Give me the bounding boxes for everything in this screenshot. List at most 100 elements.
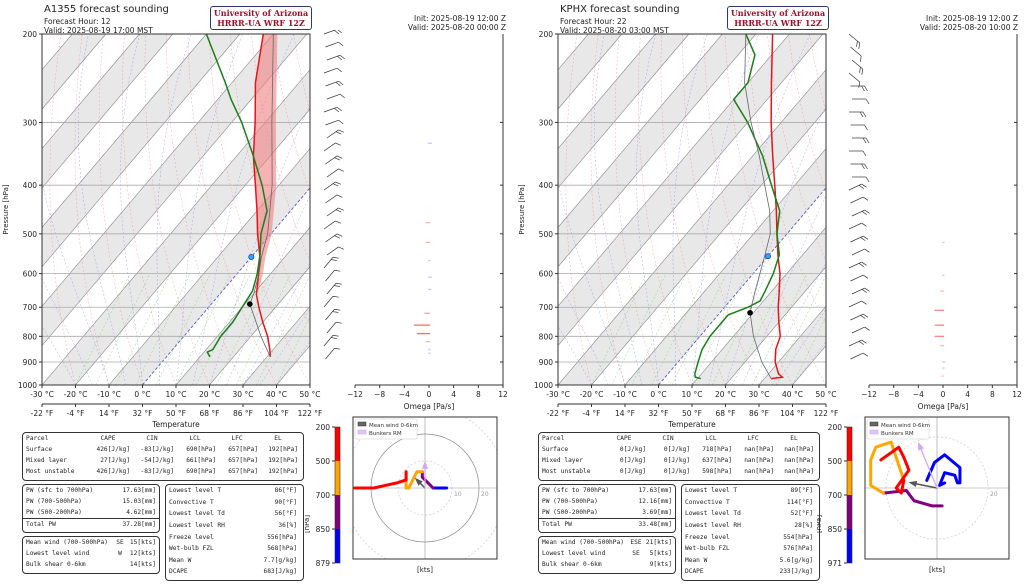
isotherm-line: [691, 226, 826, 385]
mixing-ratio-line: [752, 273, 808, 385]
table-cell: 192[hPa]: [268, 468, 298, 475]
profile-parcel: [249, 34, 274, 358]
barb-flag: [864, 209, 870, 214]
barb-flag: [858, 263, 864, 267]
colorbar-tick-label: 200: [828, 423, 843, 432]
table-row: Mean W 7.7[g/kg]: [166, 555, 303, 567]
dry-adiabat: [590, 34, 626, 385]
x-tick-label-f: 122 °F: [298, 409, 323, 418]
barb-flag: [859, 67, 861, 73]
wind-barb: [848, 183, 867, 191]
table-cell: -83[J/kg]: [140, 446, 174, 453]
barb-shaft: [326, 246, 339, 256]
mixing-ratio-line: [772, 274, 826, 385]
omega-x-tick-label: 8: [476, 390, 481, 399]
barb-flag: [862, 111, 867, 118]
table-cell: 657[hPa]: [228, 468, 258, 475]
table-cell: 15.03[mm]: [122, 498, 156, 505]
mixing-ratio-line: [215, 273, 271, 385]
barb-flag: [861, 339, 867, 344]
y-tick-label: 700: [23, 303, 38, 312]
omega-x-tick-label: −8: [888, 390, 899, 399]
table-row: Mixed layer 0[J/kg] 0[J/kg] 637[hPa] nan[hPa…: [539, 455, 819, 466]
dry-adiabat: [660, 34, 726, 385]
x-tick-label-c: -20 °C: [64, 390, 88, 399]
valid-local: Valid: 2025-08-20 03:00 MST: [560, 26, 669, 35]
barb-shaft: [325, 309, 335, 321]
mixing-ratio-line: [256, 274, 310, 385]
table-cell: LFC: [747, 435, 759, 442]
forecast-hour: Forecast Hour: 12: [44, 17, 111, 26]
barb-flag: [858, 341, 864, 345]
table-cell: Bulk shear 0-6km: [542, 561, 602, 568]
barb-shaft: [326, 168, 339, 178]
colorbar-segment: [335, 495, 340, 529]
x-tick-label-f: 68 °F: [716, 409, 736, 418]
x-tick-label-f: 122 °F: [814, 409, 839, 418]
x-tick-label-c: 50 °C: [300, 390, 321, 399]
barb-flag: [860, 315, 866, 319]
dry-adiabat: [614, 34, 659, 385]
y-axis-label: Pressure [hPa]: [518, 184, 526, 234]
wind-barb: [326, 93, 345, 100]
table-cell: LCL: [189, 435, 201, 442]
barb-shaft: [323, 30, 338, 35]
omega-chart: −12 −8 −4 0 4 8 12 Omega [Pa/s]: [347, 34, 508, 411]
wind-barb: [326, 282, 342, 295]
omega-x-tick-label: −4: [399, 390, 410, 399]
barb-shaft: [850, 313, 864, 321]
profile-dewpoint: [694, 34, 781, 380]
bunkers-rm-arrowhead: [918, 441, 924, 451]
x-tick-label-f: -22 °F: [547, 409, 570, 418]
freezing-level-marker: [248, 253, 255, 260]
bunkers-rm-arrowhead: [421, 460, 429, 469]
table-cell: Lowest level Td: [685, 510, 741, 518]
barb-flag: [338, 246, 344, 250]
y-tick-label: 400: [539, 181, 554, 190]
omega-x-label: Omega [Pa/s]: [918, 402, 969, 411]
barb-shaft: [848, 222, 862, 230]
table-row: Surface 0[J/kg] 0[J/kg] 718[hPa] nan[hPa] nan…: [539, 444, 819, 455]
table-cell: 37.28[mm]: [122, 521, 156, 528]
x-tick-label-c: 10 °C: [166, 390, 187, 399]
skewt-chart: 200 300 400 500 600 700 800 900 1000 Pressure [hP…: [518, 30, 839, 429]
wind-barb: [851, 248, 870, 256]
table-cell: 568[hPa]: [267, 545, 297, 553]
hodo-segment: [879, 445, 911, 495]
table-cell: 0[J/kg]: [663, 457, 690, 464]
hodo-area: 20 Mean wind 0-6km Bunkers RM: [865, 417, 1009, 559]
init-info: Init: 2025-08-19 12:00 Z Valid: 2025-08-…: [920, 14, 1018, 32]
hodo-x-label: [kts]: [417, 566, 433, 574]
table-cell: 27[J/kg]: [100, 457, 130, 464]
mean-wind-arrowhead: [414, 477, 423, 486]
table-row: PW (sfc to 700hPa) 17.63[mm]: [539, 485, 675, 496]
barb-shaft: [325, 194, 338, 204]
wind-barb: [851, 326, 870, 334]
colorbar-label: [hPa]: [817, 515, 823, 533]
x-tick-label-c: 30 °C: [233, 390, 254, 399]
table-cell: PW (500-200hPa): [542, 509, 598, 516]
colorbar-label: [hPa]: [305, 515, 311, 533]
omega-x-tick-label: −12: [861, 390, 877, 399]
isotherm-line: [658, 187, 826, 385]
table-row: DCAPE 233[J/kg]: [682, 566, 819, 578]
table-cell: Lowest level wind: [542, 550, 606, 557]
table-cell: PW (sfc to 700hPa): [26, 487, 94, 494]
barb-flag: [861, 222, 867, 227]
barb-flag: [335, 142, 341, 146]
barb-flag: [338, 207, 344, 211]
mixing-ratio-line: [591, 273, 647, 385]
barb-shaft: [851, 248, 865, 256]
colorbar-tick-label: 500: [316, 457, 331, 466]
table-row: Lowest level Td 52[°F]: [682, 508, 819, 520]
barb-flag: [338, 80, 344, 86]
lcl-marker: [747, 309, 753, 316]
wind-barb: [848, 222, 867, 230]
barb-flag: [862, 235, 869, 240]
hodo-segment: [881, 489, 944, 508]
barb-flag: [865, 176, 870, 183]
x-tick-label-c: -10 °C: [97, 390, 121, 399]
barb-flag: [336, 233, 343, 237]
table-row: Total PW 33.48[mm]: [539, 519, 675, 530]
colorbar-tick-label: 700: [316, 491, 331, 500]
